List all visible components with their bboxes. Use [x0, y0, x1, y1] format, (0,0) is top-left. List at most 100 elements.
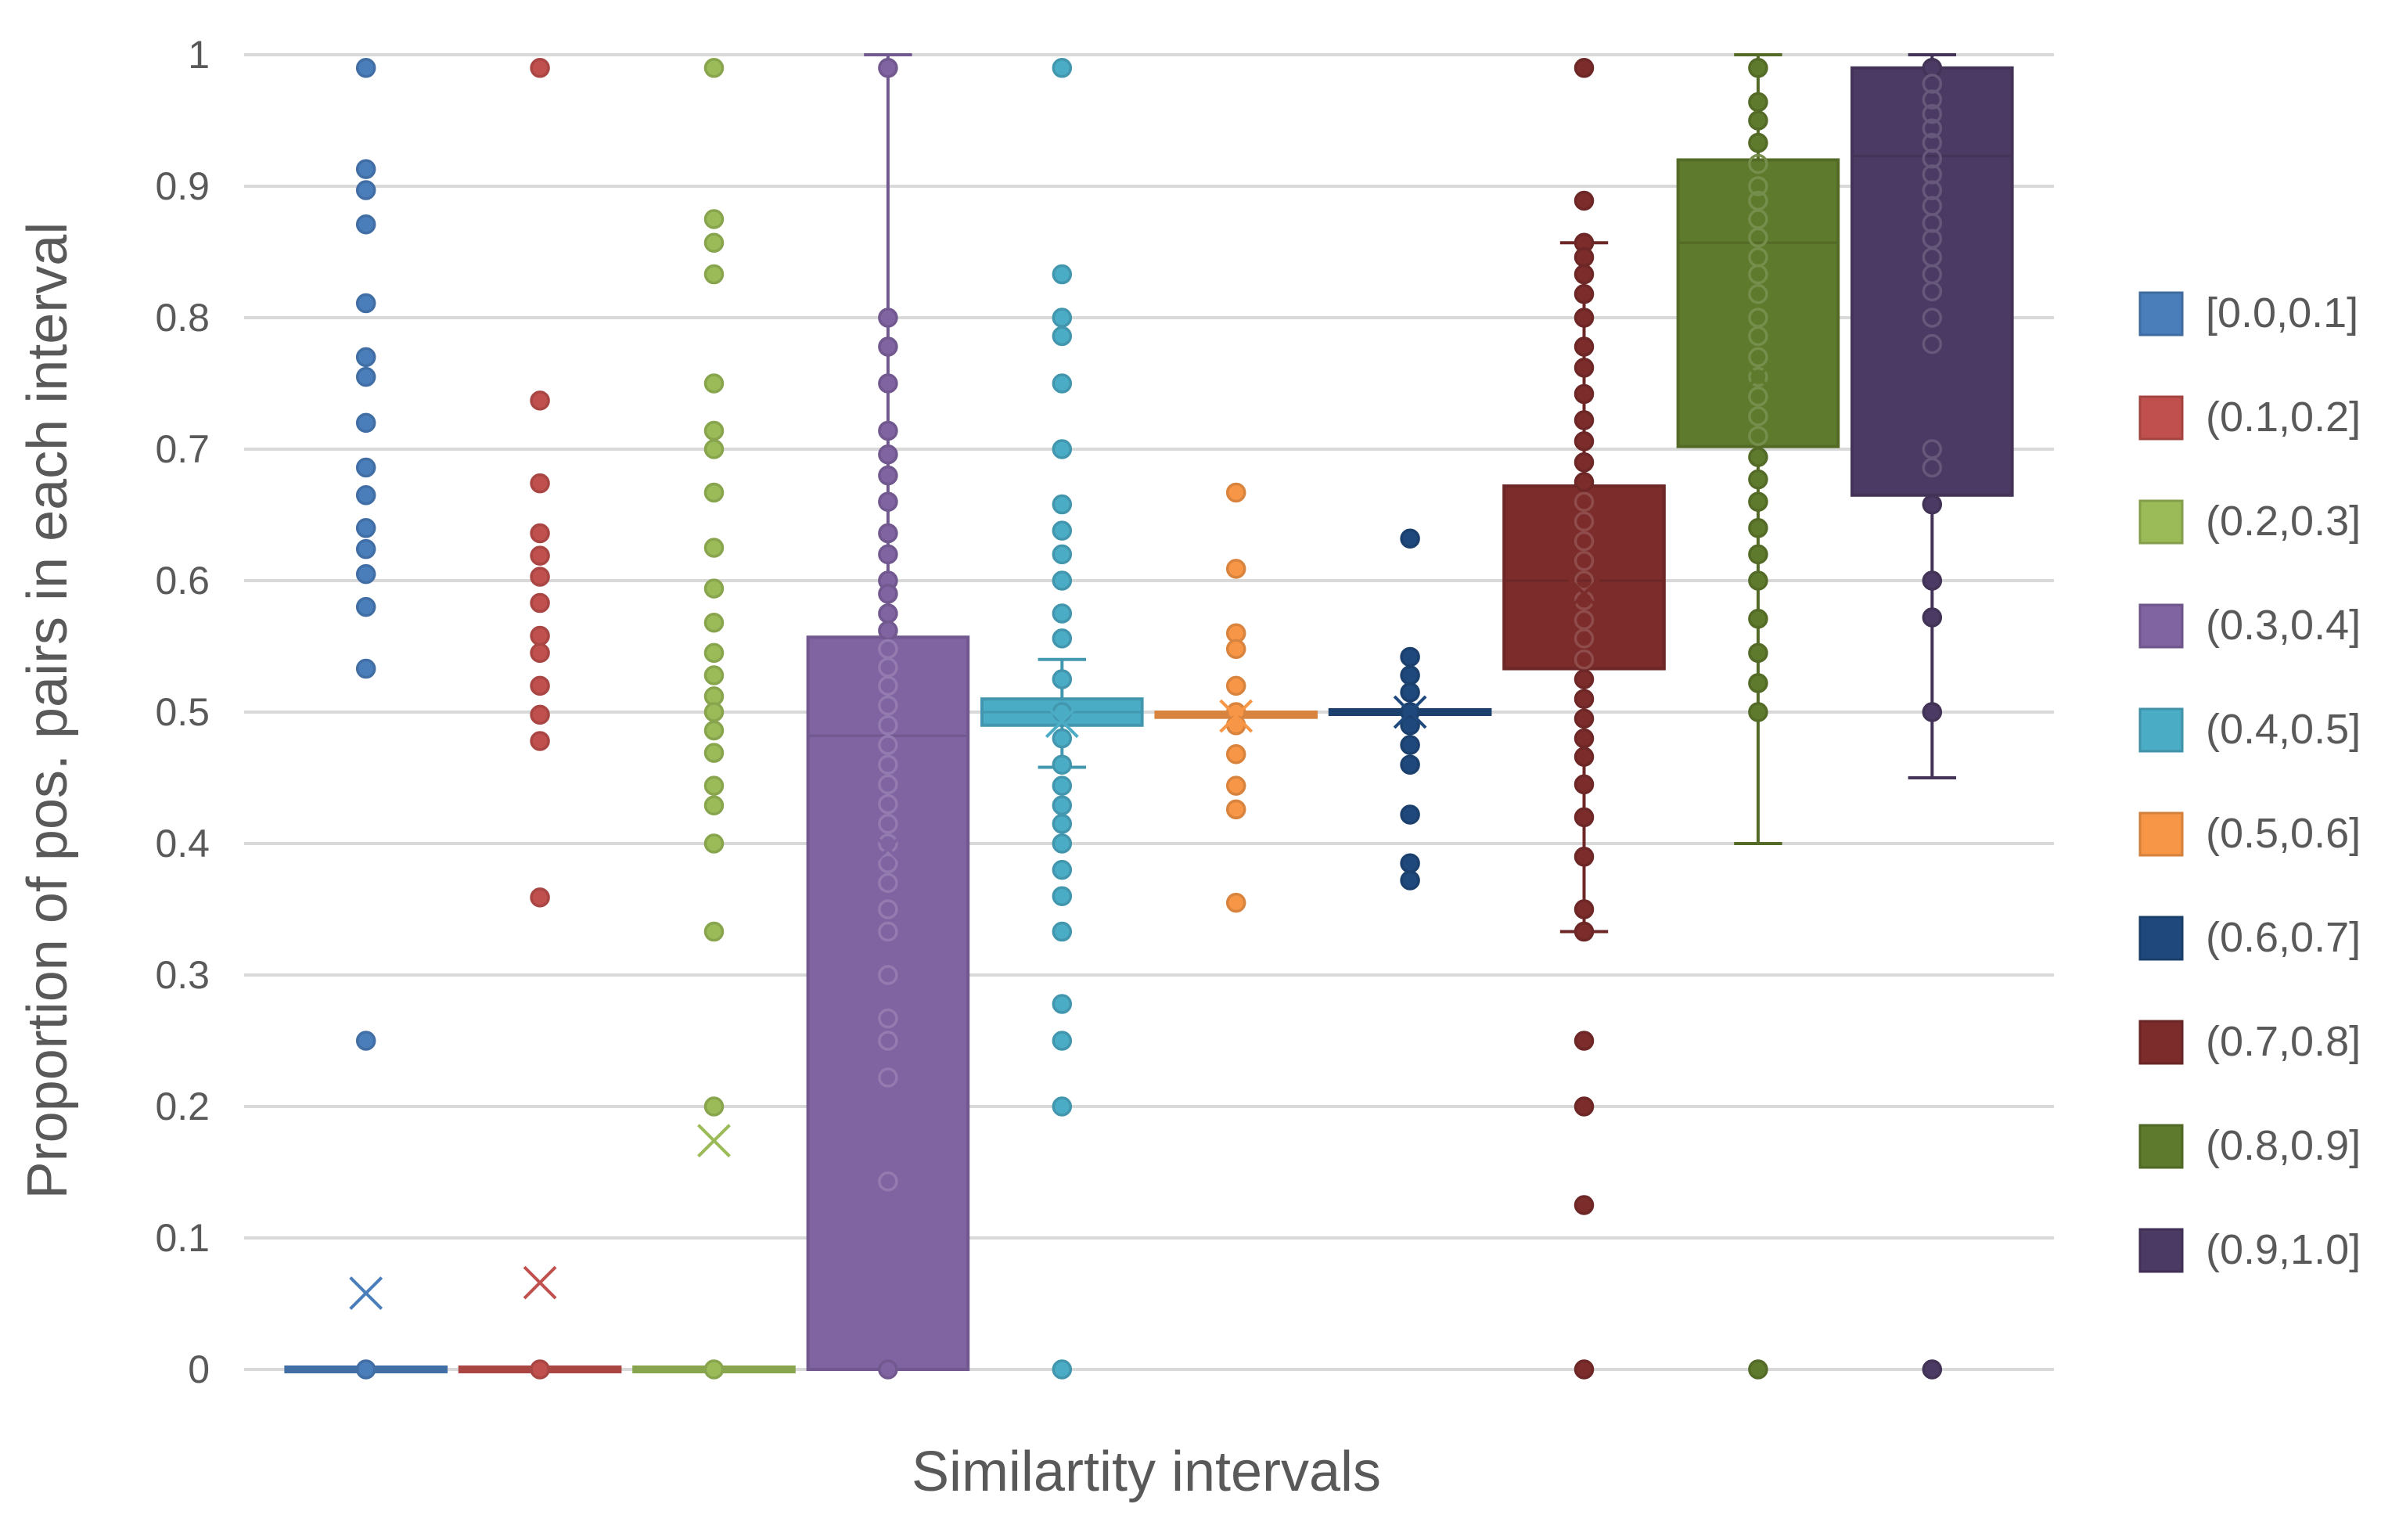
legend-swatch	[2138, 499, 2184, 545]
y-tick-label: 0	[188, 1348, 210, 1391]
series-box	[1328, 528, 1492, 891]
series-box	[1502, 58, 1666, 1380]
data-point	[878, 373, 898, 394]
data-point	[1400, 715, 1420, 736]
data-point	[1748, 326, 1768, 347]
data-point	[1748, 544, 1768, 565]
legend-label: [0.0,0.1]	[2206, 290, 2358, 336]
data-point	[703, 665, 725, 685]
data-point	[878, 465, 898, 486]
data-point	[1574, 669, 1595, 689]
legend-item: (0.9,1.0]	[2138, 1226, 2361, 1273]
legend-label: (0.3,0.4]	[2206, 602, 2361, 649]
mean-marker	[1219, 699, 1253, 733]
y-axis-title: Proportion of pos. pairs in each interva…	[16, 222, 79, 1200]
data-point	[1574, 308, 1595, 328]
data-point	[1748, 1359, 1768, 1380]
data-point	[1052, 814, 1073, 834]
data-point	[1922, 494, 1943, 515]
data-point	[1400, 665, 1420, 685]
data-point	[1574, 551, 1595, 571]
series-box	[284, 58, 448, 1380]
legend-swatch	[2138, 916, 2184, 961]
data-point	[1225, 639, 1246, 660]
data-point	[1748, 58, 1768, 78]
data-point	[1922, 103, 1943, 124]
data-point	[1574, 628, 1595, 649]
data-point	[1748, 347, 1768, 368]
data-point	[1052, 994, 1073, 1014]
data-point	[530, 545, 550, 566]
legend-item: (0.7,0.8]	[2138, 1018, 2361, 1065]
data-point	[703, 482, 725, 503]
data-point	[878, 420, 898, 441]
data-point	[530, 473, 550, 494]
data-point	[530, 625, 550, 646]
legend-swatch	[2138, 603, 2184, 649]
data-point	[1748, 132, 1768, 153]
data-point	[1748, 469, 1768, 490]
data-point	[1052, 795, 1073, 816]
data-point	[1225, 799, 1246, 820]
data-point	[878, 336, 898, 357]
data-point	[1225, 482, 1246, 503]
data-point	[1748, 227, 1768, 248]
series-boxes	[284, 53, 2014, 1380]
legend-swatch	[2138, 707, 2184, 753]
y-tick-label: 0.4	[155, 822, 210, 865]
mean-marker	[1393, 695, 1427, 729]
data-point	[530, 567, 550, 587]
y-tick-label: 0.9	[155, 164, 210, 208]
data-point	[1748, 642, 1768, 664]
data-point	[703, 58, 725, 78]
data-point	[1748, 176, 1768, 196]
box	[806, 635, 970, 1371]
data-point	[355, 1359, 376, 1380]
data-point	[1574, 689, 1595, 709]
data-point	[703, 420, 725, 441]
legend-swatch	[2138, 395, 2184, 441]
data-point	[1052, 264, 1073, 285]
series-box	[1676, 53, 1840, 1380]
data-point	[1574, 921, 1595, 942]
data-point	[1225, 715, 1246, 736]
data-point	[1574, 431, 1595, 452]
data-point	[1400, 853, 1420, 873]
data-point	[1748, 387, 1768, 407]
data-point	[1574, 383, 1595, 405]
data-point	[1052, 833, 1073, 854]
data-point	[355, 596, 376, 617]
data-point	[1922, 89, 1943, 110]
data-point	[1574, 708, 1595, 729]
legend-item: (0.4,0.5]	[2138, 706, 2361, 753]
data-point	[878, 715, 898, 736]
data-point	[1922, 308, 1943, 328]
data-point	[355, 563, 376, 585]
y-tick-label: 0.1	[155, 1216, 210, 1260]
data-point	[1922, 74, 1943, 94]
data-point	[703, 775, 725, 796]
series-box	[1154, 482, 1318, 913]
data-point	[1748, 447, 1768, 467]
data-point	[1052, 570, 1073, 591]
data-point	[1052, 494, 1073, 515]
data-point	[1574, 58, 1595, 78]
data-point	[355, 658, 376, 679]
data-point	[1748, 153, 1768, 175]
data-point	[703, 232, 725, 253]
data-point	[703, 1359, 725, 1380]
legend-swatch	[2138, 1124, 2184, 1169]
data-point	[1748, 284, 1768, 304]
legend-label: (0.8,0.9]	[2206, 1122, 2361, 1169]
data-point	[355, 214, 376, 235]
data-point	[1748, 570, 1768, 591]
legend-swatch	[2138, 811, 2184, 857]
data-point	[530, 592, 550, 613]
data-point	[1748, 608, 1768, 629]
mean-marker	[1045, 704, 1079, 739]
data-point	[703, 642, 725, 664]
data-point	[355, 347, 376, 368]
data-point	[878, 444, 898, 465]
data-point	[1922, 570, 1943, 591]
y-tick-label: 0.5	[155, 690, 210, 734]
